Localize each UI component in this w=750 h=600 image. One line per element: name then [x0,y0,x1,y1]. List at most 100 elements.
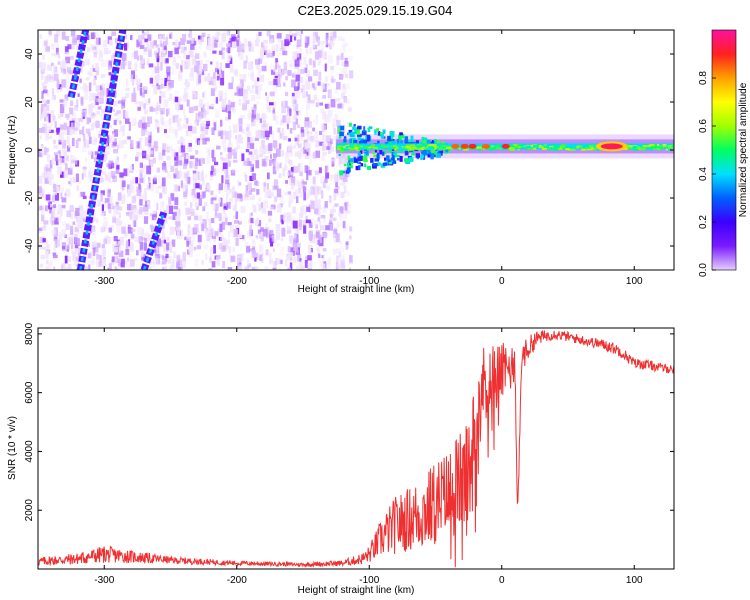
noise-cell [101,111,106,118]
noise-cell [142,87,145,92]
noise-cell [348,55,353,61]
noise-cell [54,227,58,236]
noise-cell [96,242,101,248]
noise-cell [59,208,63,217]
noise-cell [83,139,87,148]
noise-cell [333,31,337,38]
noise-cell [262,145,267,155]
noise-cell [343,124,346,134]
noise-cell [57,204,62,213]
noise-cell [158,78,164,83]
noise-cell [185,154,190,159]
carrier-detail [486,148,492,150]
noise-cell [79,238,82,246]
noise-cell [72,36,77,45]
noise-cell [149,77,154,84]
noise-cell [66,234,70,244]
noise-cell [245,174,248,182]
noise-cell [154,66,160,74]
noise-cell [57,166,62,175]
carrier-cell [361,130,367,136]
noise-cell [309,47,312,55]
noise-cell [47,74,51,82]
noise-cell [94,32,99,36]
noise-cell [164,266,167,270]
noise-cell [333,229,338,234]
noise-cell [100,190,105,196]
noise-cell [308,248,312,255]
noise-cell [112,205,116,210]
noise-cell [310,248,313,253]
noise-cell [229,57,233,64]
noise-cell [98,261,103,267]
carrier-detail [633,145,637,148]
noise-cell [148,98,151,104]
carrier-detail [628,145,633,148]
noise-cell [174,129,178,138]
noise-cell [256,38,259,45]
noise-cell [213,237,216,242]
noise-cell [332,135,336,141]
noise-cell [294,250,300,254]
snr-xlabel: Height of straight line (km) [298,585,415,596]
noise-cell [321,134,325,140]
noise-cell [169,265,174,270]
noise-cell [201,131,205,138]
noise-cell [185,118,189,124]
noise-cell [142,37,145,46]
noise-cell [221,221,226,230]
noise-cell [148,266,152,270]
noise-cell [57,150,61,154]
noise-cell [295,189,300,196]
noise-cell [184,236,187,241]
noise-cell [38,227,43,231]
noise-cell [245,185,248,191]
noise-cell [223,31,228,35]
noise-cell [192,90,196,95]
noise-cell [131,205,137,210]
noise-cell [139,177,144,183]
carrier-detail [345,145,351,148]
noise-cell [151,69,154,78]
noise-cell [92,136,98,145]
noise-cell [41,150,45,157]
noise-cell [205,227,209,232]
noise-cell [248,219,251,224]
noise-cell [147,145,151,153]
noise-cell [301,179,305,185]
noise-cell [75,238,80,246]
noise-cell [51,96,56,101]
noise-cell [62,71,67,76]
carrier-detail [403,146,406,149]
noise-cell [107,189,111,198]
noise-cell [331,137,337,141]
noise-cell [296,44,300,50]
noise-cell [320,176,325,184]
noise-cell [180,136,184,141]
noise-cell [143,48,148,55]
noise-cell [143,32,146,36]
carrier-cell [343,138,347,143]
carrier-detail [647,144,651,147]
noise-cell [276,188,282,198]
carrier-cell [407,140,412,144]
noise-cell [316,186,322,195]
noise-cell [240,79,244,88]
noise-cell [92,139,96,146]
carrier-cell [338,134,342,139]
noise-cell [45,104,50,112]
noise-cell [162,149,166,156]
noise-cell [218,183,223,191]
noise-cell [149,213,153,217]
noise-cell [77,93,80,97]
noise-cell [299,48,303,52]
noise-cell [323,51,327,60]
carrier-cell [377,131,381,136]
noise-cell [329,43,332,50]
carrier-detail [484,147,488,150]
noise-cell [286,107,289,117]
noise-cell [118,113,122,123]
noise-cell [42,111,47,118]
noise-cell [136,141,141,148]
noise-cell [249,224,252,233]
